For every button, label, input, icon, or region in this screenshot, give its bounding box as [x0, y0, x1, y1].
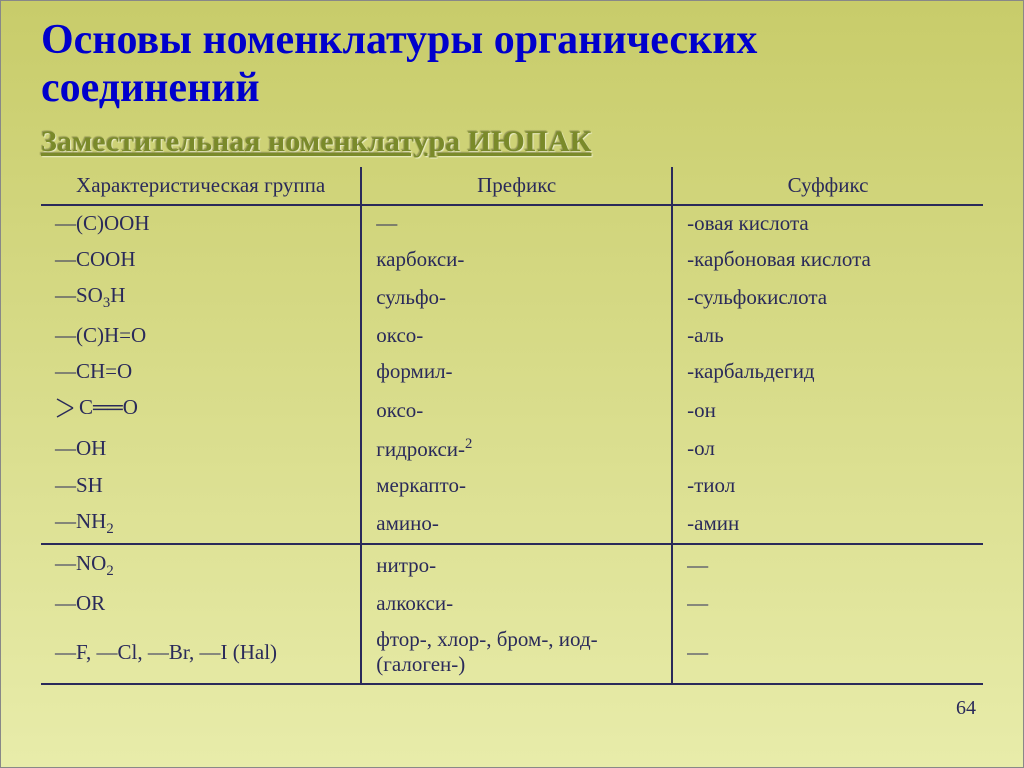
table-row: —ORалкокси-—	[41, 586, 983, 622]
cell-prefix: формил-	[361, 354, 672, 390]
col-header-suffix: Суффикс	[672, 167, 983, 205]
cell-suffix: -аль	[672, 318, 983, 354]
cell-group: —OH	[41, 430, 361, 467]
cell-prefix: фтор-, хлор-, бром-, иод- (галоген-)	[361, 622, 672, 684]
cell-suffix: —	[672, 586, 983, 622]
cell-prefix: алкокси-	[361, 586, 672, 622]
table-header-row: Характеристическая группа Префикс Суффик…	[41, 167, 983, 205]
cell-suffix: -тиол	[672, 467, 983, 503]
cell-prefix: —	[361, 205, 672, 242]
cell-group: —(C)OOH	[41, 205, 361, 242]
cell-prefix: сульфо-	[361, 278, 672, 318]
table-row: —OHгидрокси-2-ол	[41, 430, 983, 467]
cell-suffix: -ол	[672, 430, 983, 467]
cell-prefix: гидрокси-2	[361, 430, 672, 467]
nomenclature-table: Характеристическая группа Префикс Суффик…	[41, 167, 983, 685]
cell-group: —(C)H=O	[41, 318, 361, 354]
cell-group: —F, —Cl, —Br, —I (Hal)	[41, 622, 361, 684]
cell-group: —SH	[41, 467, 361, 503]
table-row: C══Oоксо--он	[41, 390, 983, 431]
cell-suffix: —	[672, 622, 983, 684]
cell-group: —CH=O	[41, 354, 361, 390]
table-row: —CH=Oформил--карбальдегид	[41, 354, 983, 390]
table-row: —NH2амино--амин	[41, 503, 983, 544]
cell-suffix: -карбоновая кислота	[672, 242, 983, 278]
cell-group: —NO2	[41, 544, 361, 585]
cell-suffix: -амин	[672, 503, 983, 544]
table-row: —COOHкарбокси--карбоновая кислота	[41, 242, 983, 278]
cell-suffix: —	[672, 544, 983, 585]
cell-group: —NH2	[41, 503, 361, 544]
col-header-group: Характеристическая группа	[41, 167, 361, 205]
table-row: —SO3Hсульфо--сульфокислота	[41, 278, 983, 318]
table-row: —(C)OOH—-овая кислота	[41, 205, 983, 242]
cell-prefix: оксо-	[361, 390, 672, 431]
page-number: 64	[956, 697, 976, 720]
col-header-prefix: Префикс	[361, 167, 672, 205]
cell-prefix: амино-	[361, 503, 672, 544]
slide-title: Основы номенклатуры органических соедине…	[41, 16, 983, 113]
cell-suffix: -карбальдегид	[672, 354, 983, 390]
table-row: —(C)H=Oоксо--аль	[41, 318, 983, 354]
cell-group: —COOH	[41, 242, 361, 278]
slide-subtitle: Заместительная номенклатура ИЮПАК	[41, 125, 983, 159]
table-row: —SHмеркапто--тиол	[41, 467, 983, 503]
table-row: —NO2нитро-—	[41, 544, 983, 585]
cell-suffix: -он	[672, 390, 983, 431]
cell-group: —OR	[41, 586, 361, 622]
cell-group: —SO3H	[41, 278, 361, 318]
cell-suffix: -овая кислота	[672, 205, 983, 242]
cell-group: C══O	[41, 390, 361, 431]
cell-prefix: карбокси-	[361, 242, 672, 278]
cell-prefix: меркапто-	[361, 467, 672, 503]
table-body: —(C)OOH—-овая кислота—COOHкарбокси--карб…	[41, 205, 983, 684]
cell-prefix: нитро-	[361, 544, 672, 585]
table-row: —F, —Cl, —Br, —I (Hal)фтор-, хлор-, бром…	[41, 622, 983, 684]
cell-prefix: оксо-	[361, 318, 672, 354]
cell-suffix: -сульфокислота	[672, 278, 983, 318]
slide-container: Основы номенклатуры органических соедине…	[0, 0, 1024, 768]
